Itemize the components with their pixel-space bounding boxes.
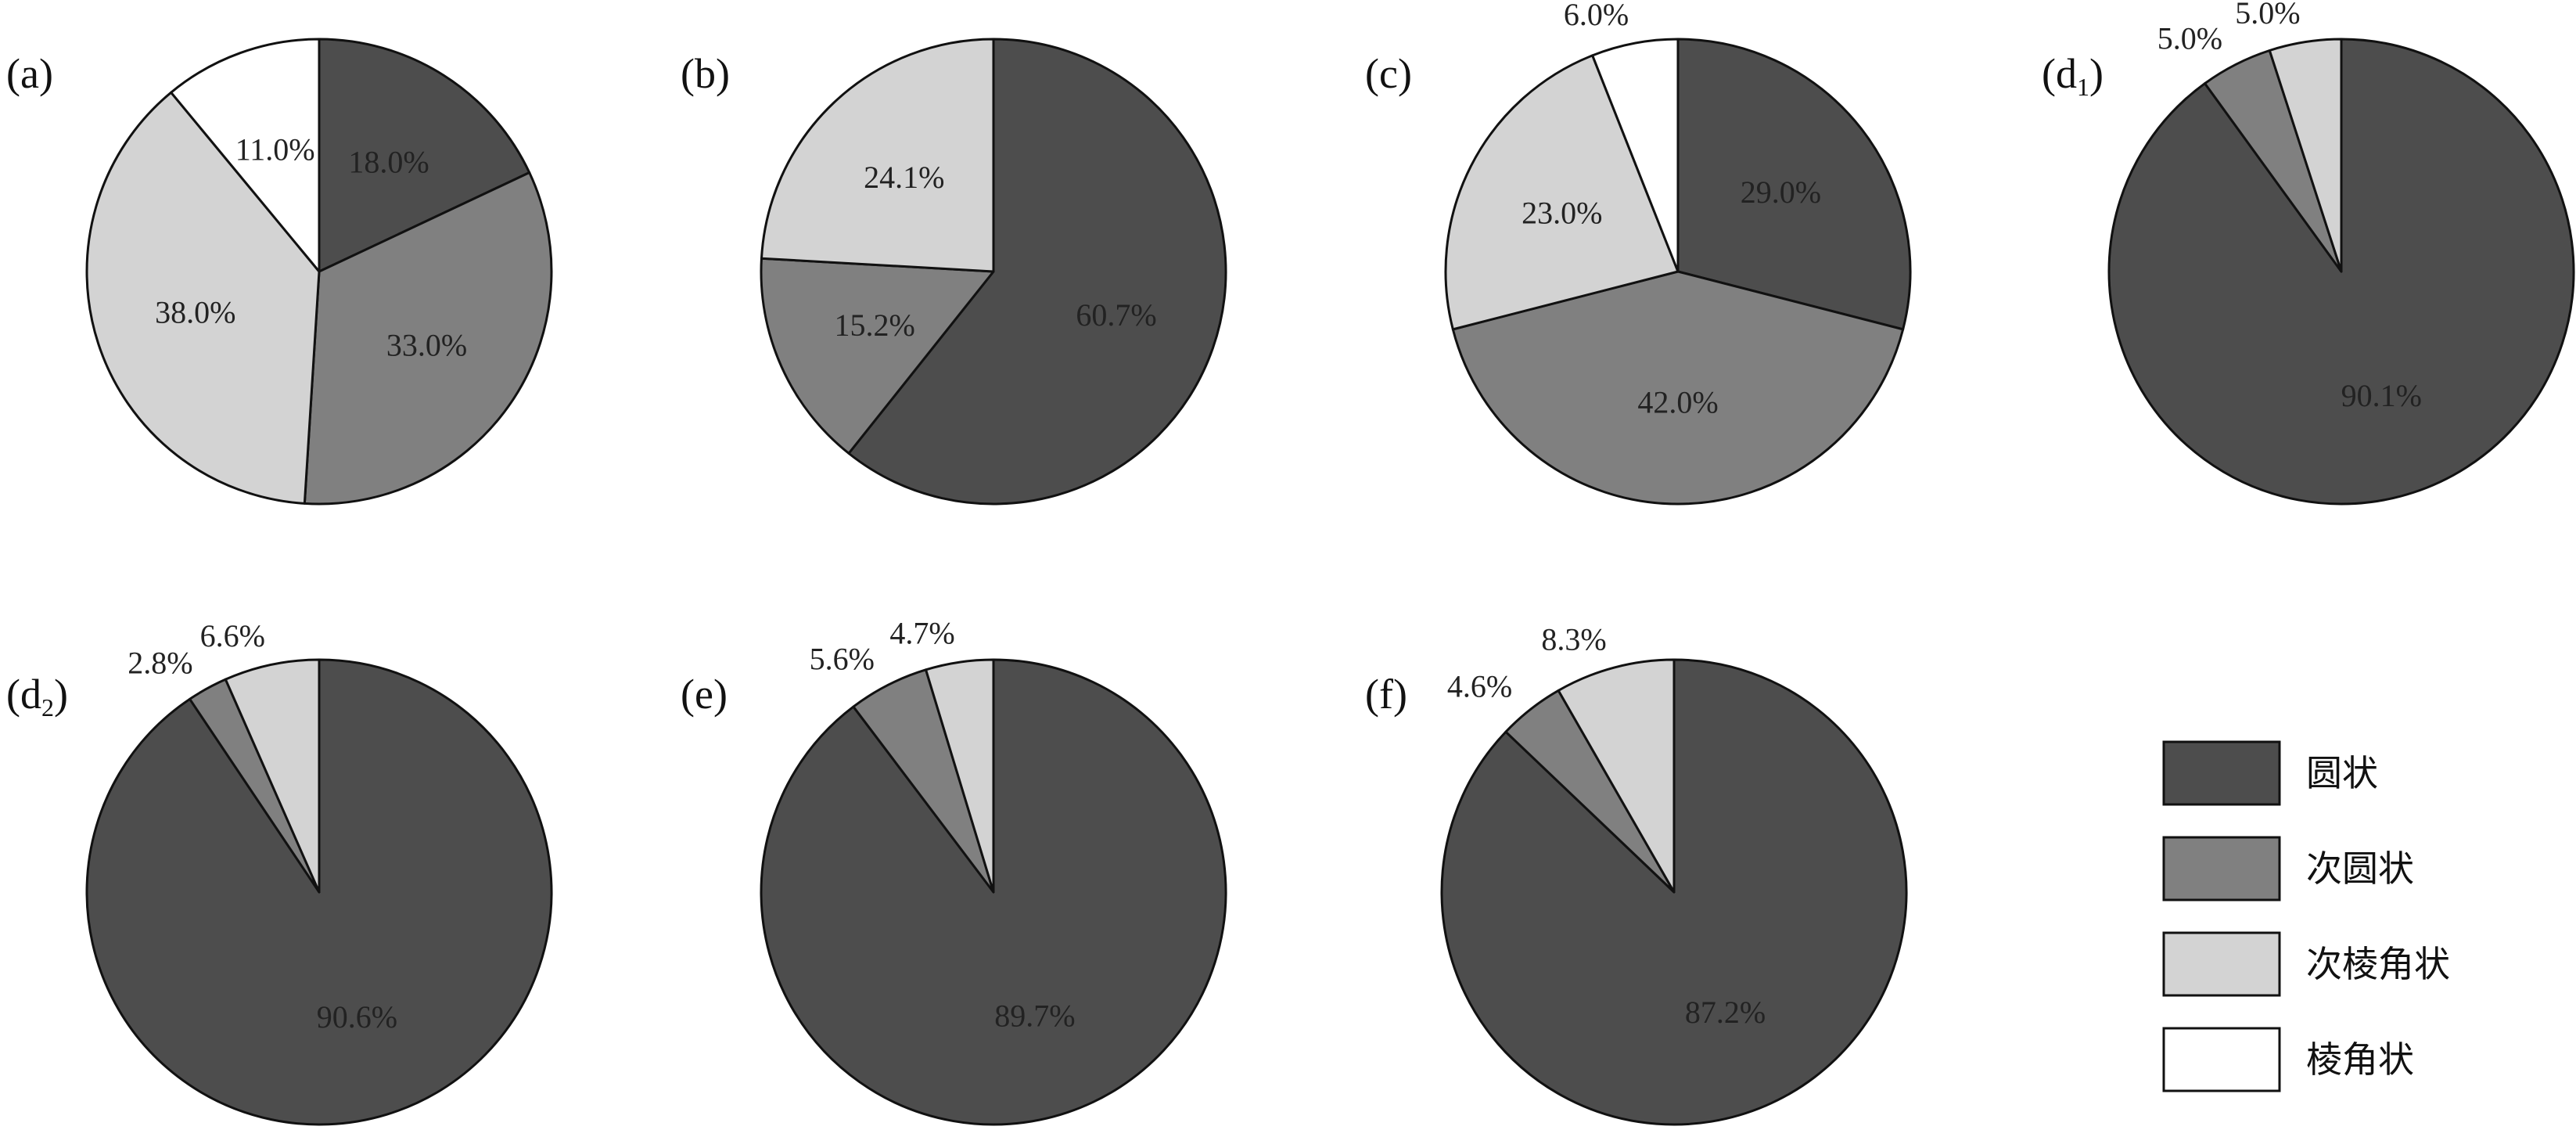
slice-f-0	[1440, 658, 1908, 1126]
slice-label-e-2: 4.7%	[889, 616, 954, 651]
slice-label-d1-1: 5.0%	[2157, 20, 2222, 56]
slice-a-0	[318, 38, 531, 273]
slice-label-e-0: 89.7%	[994, 999, 1075, 1034]
slice-label-c-0: 29.0%	[1741, 175, 1821, 210]
pie-f: 87.2% 4.6% 8.3% (f)	[1365, 621, 1908, 1126]
slice-f-2	[1557, 658, 1676, 894]
slice-label-e-1: 5.6%	[810, 642, 875, 677]
legend-swatch-3	[2162, 1027, 2281, 1092]
slice-label-a-3: 11.0%	[235, 132, 315, 167]
slice-b-1	[760, 257, 995, 455]
panel-label-d2: (d2)	[6, 671, 68, 722]
slice-a-2	[85, 91, 321, 505]
legend-label-1: 次圆状	[2306, 849, 2414, 889]
slice-a-1	[303, 171, 553, 506]
slice-label-c-3: 6.0%	[1564, 0, 1629, 32]
pie-a: 18.0% 33.0% 38.0% 11.0% (a)	[6, 38, 553, 506]
panel-label-b: (b)	[681, 50, 730, 97]
slice-c-3	[1591, 38, 1680, 273]
slice-label-a-0: 18.0%	[348, 145, 429, 180]
slice-c-1	[1451, 270, 1905, 506]
slice-label-b-1: 15.2%	[835, 308, 915, 343]
panel-label-f: (f)	[1365, 671, 1407, 718]
pie-c: 29.0% 42.0% 23.0% 6.0% (c)	[1365, 0, 1912, 506]
slice-e-2	[925, 658, 995, 894]
slice-label-d1-2: 5.0%	[2235, 0, 2300, 31]
slice-b-2	[760, 38, 995, 273]
slice-label-c-1: 42.0%	[1637, 384, 1718, 419]
legend-label-3: 棱角状	[2306, 1040, 2414, 1080]
slice-label-d2-1: 2.8%	[128, 645, 192, 680]
pie-b: 60.7% 15.2% 24.1% (b)	[681, 38, 1227, 506]
slice-label-a-1: 33.0%	[386, 328, 467, 363]
slice-label-d2-2: 6.6%	[200, 618, 265, 653]
pie-d2: 90.6% 2.8%6.6% (d2)	[6, 618, 553, 1126]
slice-label-b-2: 24.1%	[864, 160, 944, 195]
pie-d1: 90.1% 5.0% 5.0% (d1)	[2042, 0, 2575, 506]
panel-label-a: (a)	[6, 50, 53, 97]
slice-label-f-1: 4.6%	[1447, 669, 1512, 704]
slice-c-0	[1676, 38, 1912, 331]
legend-swatch-2	[2162, 931, 2281, 997]
slice-label-c-2: 23.0%	[1522, 196, 1602, 231]
legend-swatch-1	[2162, 836, 2281, 901]
panel-label-d1: (d1)	[2042, 50, 2104, 101]
slice-d2-2	[224, 658, 321, 894]
legend-label-0: 圆状	[2306, 754, 2378, 794]
slice-label-b-0: 60.7%	[1076, 297, 1156, 333]
slice-label-f-2: 8.3%	[1541, 621, 1606, 657]
slice-a-3	[170, 38, 321, 273]
legend-label-2: 次棱角状	[2306, 945, 2450, 984]
slice-label-d2-0: 90.6%	[317, 999, 397, 1035]
panel-label-e: (e)	[681, 671, 728, 718]
legend-swatch-0	[2162, 740, 2281, 806]
panel-label-c: (c)	[1365, 50, 1412, 97]
slice-label-f-0: 87.2%	[1685, 995, 1766, 1030]
pie-e: 89.7% 5.6% 4.7% (e)	[681, 616, 1227, 1126]
slice-label-d1-0: 90.1%	[2341, 378, 2422, 413]
slice-d1-2	[2268, 38, 2343, 273]
slice-label-a-2: 38.0%	[155, 294, 235, 329]
slice-b-0	[847, 38, 1227, 506]
slice-c-2	[1444, 54, 1680, 331]
